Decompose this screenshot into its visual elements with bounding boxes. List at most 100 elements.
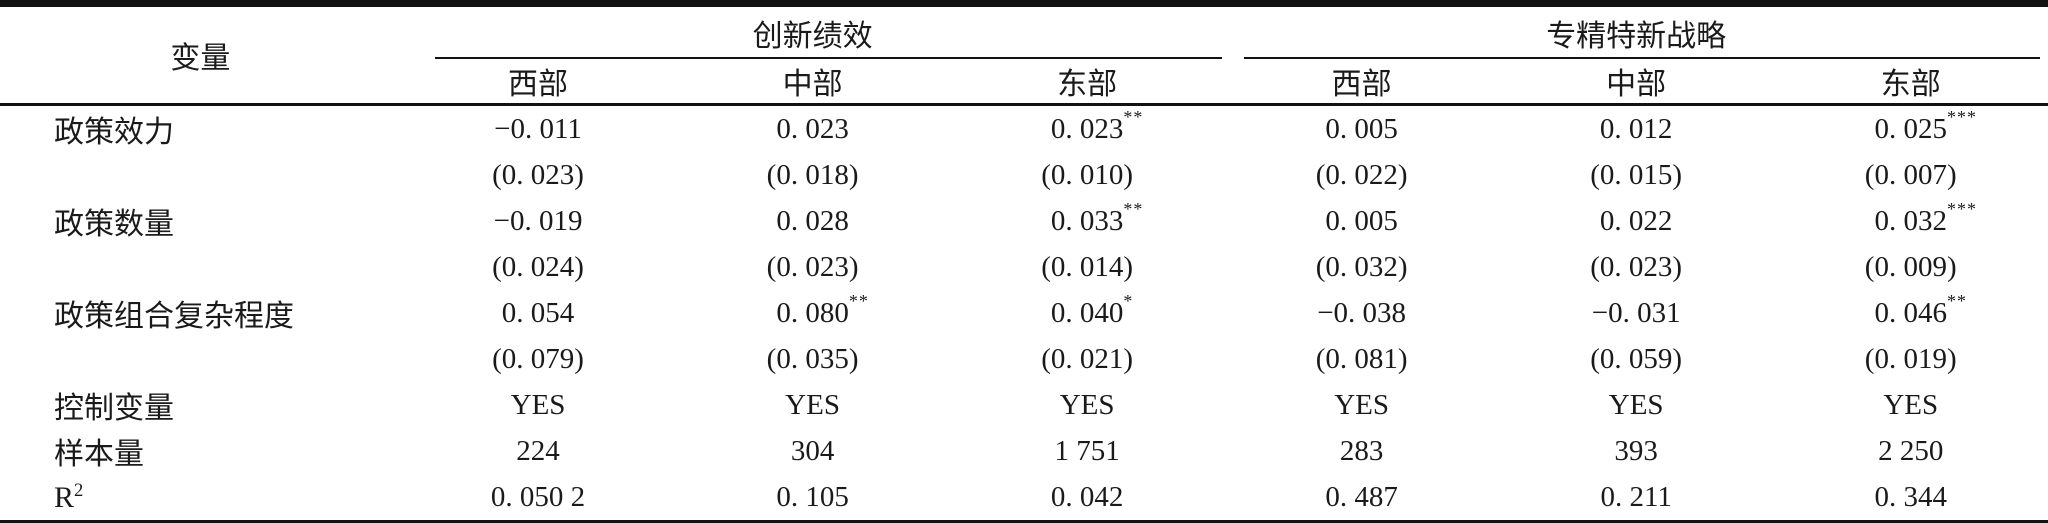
row-label: 控制变量 bbox=[54, 392, 174, 425]
cell-value: (0. 035) bbox=[766, 342, 859, 375]
value-cell: (0. 010) bbox=[950, 152, 1225, 198]
cell-value: YES bbox=[1608, 388, 1664, 421]
row-label: 政策组合复杂程度 bbox=[54, 300, 294, 333]
cell-value: (0. 023) bbox=[766, 250, 859, 283]
value-cell: (0. 022) bbox=[1224, 152, 1499, 198]
value-cell: 283 bbox=[1224, 428, 1499, 474]
value-cell: 0. 005 bbox=[1224, 198, 1499, 244]
value-cell: 0. 046 ** bbox=[1773, 290, 2048, 336]
cell-value: 0. 023 ** bbox=[1050, 107, 1144, 145]
value-cell: 0. 033 ** bbox=[950, 198, 1225, 244]
group2-underline bbox=[1244, 57, 2040, 59]
value-cell: (0. 019) bbox=[1773, 336, 2048, 382]
cell-value: 0. 344 bbox=[1874, 480, 1947, 513]
value-cell: (0. 024) bbox=[401, 244, 676, 290]
cell-value: YES bbox=[1334, 388, 1390, 421]
value-cell: 304 bbox=[675, 428, 950, 474]
subheader-row: 西部 中部 东部 西部 中部 东部 bbox=[0, 59, 2048, 106]
value-cell: (0. 021) bbox=[950, 336, 1225, 382]
group-header-row: 变量 创新绩效 专精特新战略 bbox=[0, 3, 2048, 106]
group2-label: 专精特新战略 bbox=[1546, 20, 1727, 53]
cell-value: 0. 105 bbox=[776, 480, 849, 513]
value-cell: 0. 023 ** bbox=[950, 105, 1225, 153]
cell-value: (0. 024) bbox=[492, 250, 584, 283]
row-label: 政策效力 bbox=[54, 116, 174, 149]
cell-value: 0. 028 bbox=[776, 204, 849, 237]
cell-value: YES bbox=[1059, 388, 1115, 421]
cell-value: 283 bbox=[1339, 434, 1384, 467]
value-cell: (0. 032) bbox=[1224, 244, 1499, 290]
row-label bbox=[0, 244, 401, 290]
table-row: 政策数量 −0. 019 0. 028 0. 033 ** 0. 005 0. 022 0. … bbox=[0, 198, 2048, 244]
value-cell: YES bbox=[1499, 382, 1774, 428]
value-cell: 224 bbox=[401, 428, 676, 474]
value-cell: (0. 035) bbox=[675, 336, 950, 382]
value-cell: 0. 344 bbox=[1773, 474, 2048, 522]
significance-stars: ** bbox=[1946, 291, 1967, 312]
significance-stars: *** bbox=[1946, 199, 1977, 220]
cell-value: 2 250 bbox=[1878, 434, 1944, 467]
cell-value: 0. 012 bbox=[1599, 112, 1673, 145]
cell-value: (0. 010) bbox=[1041, 158, 1134, 191]
value-cell: 0. 487 bbox=[1224, 474, 1499, 522]
value-cell: 0. 025 *** bbox=[1773, 105, 2048, 153]
cell-value: 0. 050 2 bbox=[490, 480, 586, 513]
row-label bbox=[0, 152, 401, 198]
value-cell: 0. 080 ** bbox=[675, 290, 950, 336]
table-row: 政策组合复杂程度 0. 054 0. 080 ** 0. 040 * −0. 038 −0. … bbox=[0, 290, 2048, 336]
label-superscript: 2 bbox=[74, 479, 84, 501]
value-cell: (0. 018) bbox=[675, 152, 950, 198]
cell-value: (0. 022) bbox=[1315, 158, 1408, 191]
table-row: 控制变量 YES YES YES YES YES YES bbox=[0, 382, 2048, 428]
value-cell: 0. 042 bbox=[950, 474, 1225, 522]
cell-value: 0. 022 bbox=[1599, 204, 1673, 237]
value-cell: 0. 050 2 bbox=[401, 474, 676, 522]
cell-value: (0. 009) bbox=[1864, 250, 1957, 283]
value-cell: −0. 038 bbox=[1224, 290, 1499, 336]
row-label: R2 bbox=[54, 479, 84, 514]
subheader-east-2: 东部 bbox=[1773, 59, 2048, 106]
value-cell: (0. 007) bbox=[1773, 152, 2048, 198]
subheader-central-1: 中部 bbox=[675, 59, 950, 106]
value-cell: 0. 022 bbox=[1499, 198, 1774, 244]
value-cell: (0. 023) bbox=[1499, 244, 1774, 290]
value-cell: (0. 014) bbox=[950, 244, 1225, 290]
significance-stars: ** bbox=[1123, 107, 1144, 128]
table-row: (0. 079) (0. 035) (0. 021) (0. 081) (0. 059)… bbox=[0, 336, 2048, 382]
value-cell: YES bbox=[1224, 382, 1499, 428]
cell-value: −0. 038 bbox=[1317, 296, 1407, 329]
value-cell: 2 250 bbox=[1773, 428, 2048, 474]
significance-stars: ** bbox=[1123, 199, 1144, 220]
value-cell: 0. 005 bbox=[1224, 105, 1499, 153]
value-cell: 0. 023 bbox=[675, 105, 950, 153]
cell-value: (0. 023) bbox=[1590, 250, 1683, 283]
cell-value: 0. 005 bbox=[1325, 204, 1398, 237]
cell-value: 0. 211 bbox=[1600, 480, 1672, 513]
cell-value: YES bbox=[1883, 388, 1939, 421]
cell-value: (0. 081) bbox=[1315, 342, 1408, 375]
cell-value: (0. 018) bbox=[766, 158, 859, 191]
cell-value: 0. 025 *** bbox=[1874, 107, 1977, 145]
cell-value: 0. 080 ** bbox=[776, 291, 869, 329]
cell-value: (0. 021) bbox=[1041, 342, 1134, 375]
value-cell: YES bbox=[950, 382, 1225, 428]
significance-stars: *** bbox=[1946, 107, 1977, 128]
value-cell: −0. 031 bbox=[1499, 290, 1774, 336]
cell-value: 304 bbox=[790, 434, 835, 467]
cell-value: 224 bbox=[516, 434, 560, 467]
value-cell: 393 bbox=[1499, 428, 1774, 474]
row-label: 政策数量 bbox=[54, 208, 174, 241]
cell-value: (0. 015) bbox=[1590, 158, 1683, 191]
value-cell: (0. 079) bbox=[401, 336, 676, 382]
cell-value: (0. 059) bbox=[1590, 342, 1683, 375]
value-cell: 1 751 bbox=[950, 428, 1225, 474]
value-cell: 0. 105 bbox=[675, 474, 950, 522]
value-cell: 0. 028 bbox=[675, 198, 950, 244]
subheader-west-2: 西部 bbox=[1224, 59, 1499, 106]
cell-value: (0. 079) bbox=[492, 342, 584, 375]
value-cell: 0. 012 bbox=[1499, 105, 1774, 153]
value-cell: 0. 211 bbox=[1499, 474, 1774, 522]
value-cell: 0. 040 * bbox=[950, 290, 1225, 336]
value-cell: (0. 059) bbox=[1499, 336, 1774, 382]
value-cell: (0. 009) bbox=[1773, 244, 2048, 290]
